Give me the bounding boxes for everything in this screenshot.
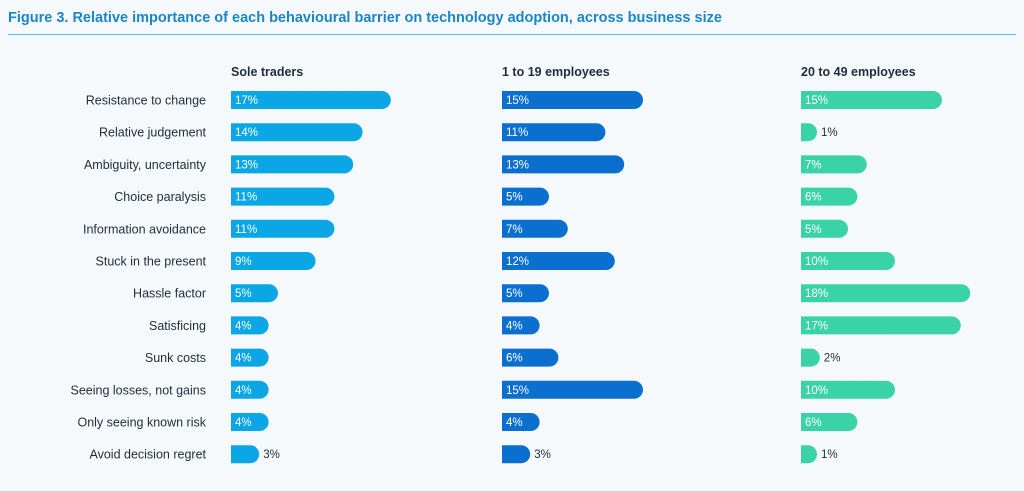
data-label: 5% xyxy=(506,192,523,204)
bar xyxy=(502,413,540,431)
data-label: 4% xyxy=(235,417,252,429)
bar xyxy=(231,219,335,238)
bar xyxy=(231,91,391,109)
data-label: 10% xyxy=(805,385,828,397)
data-label: 10% xyxy=(805,256,828,268)
bar xyxy=(502,219,568,238)
bar xyxy=(502,445,531,464)
data-label: 4% xyxy=(506,320,523,332)
bar xyxy=(502,252,615,270)
bar xyxy=(502,380,643,399)
data-label: 4% xyxy=(235,385,252,397)
data-label: 15% xyxy=(805,95,828,107)
data-label: 13% xyxy=(235,159,258,171)
bar xyxy=(801,91,942,109)
data-label: 14% xyxy=(235,127,258,139)
bar xyxy=(502,187,549,206)
data-label: 6% xyxy=(805,417,822,429)
data-label: 12% xyxy=(506,256,529,268)
chart-title: Figure 3. Relative importance of each be… xyxy=(8,10,722,26)
bar xyxy=(231,284,278,303)
data-label: 7% xyxy=(506,224,523,236)
bar xyxy=(801,284,971,303)
category-label: Avoid decision regret xyxy=(89,448,206,462)
bar xyxy=(502,91,643,109)
category-label: Choice paralysis xyxy=(114,190,206,204)
bar xyxy=(801,252,895,270)
bar xyxy=(231,252,316,270)
data-label: 7% xyxy=(805,159,822,171)
series-header: Sole traders xyxy=(231,65,303,79)
title-divider xyxy=(8,34,1016,35)
data-label: 17% xyxy=(235,95,258,107)
data-label: 4% xyxy=(235,320,252,332)
bar xyxy=(231,316,269,335)
data-label: 3% xyxy=(534,449,551,461)
data-label: 18% xyxy=(805,288,828,300)
data-label: 1% xyxy=(821,449,838,461)
category-label: Hassle factor xyxy=(133,287,206,301)
category-label: Ambiguity, uncertainty xyxy=(84,158,207,172)
data-label: 6% xyxy=(506,353,523,365)
category-label: Stuck in the present xyxy=(96,255,207,269)
data-label: 4% xyxy=(506,417,523,429)
bar xyxy=(801,348,820,367)
series-header: 1 to 19 employees xyxy=(502,65,610,79)
bar xyxy=(801,155,867,174)
bar xyxy=(231,413,269,431)
series-header: 20 to 49 employees xyxy=(801,65,916,79)
bar xyxy=(231,348,269,367)
bar xyxy=(231,155,354,174)
category-label: Sunk costs xyxy=(145,351,206,365)
data-label: 15% xyxy=(506,385,529,397)
data-label: 15% xyxy=(506,95,529,107)
category-label: Only seeing known risk xyxy=(77,416,206,430)
data-label: 5% xyxy=(235,288,252,300)
data-label: 13% xyxy=(506,159,529,171)
bar xyxy=(231,187,335,206)
data-label: 1% xyxy=(821,127,838,139)
bar xyxy=(502,316,540,335)
bar xyxy=(801,123,817,142)
bar xyxy=(801,219,848,238)
bar xyxy=(231,123,363,142)
data-label: 11% xyxy=(235,224,257,236)
bar xyxy=(801,445,817,464)
bar xyxy=(801,187,858,206)
category-label: Information avoidance xyxy=(83,222,206,236)
data-label: 11% xyxy=(235,192,257,204)
data-label: 5% xyxy=(506,288,523,300)
category-label: Resistance to change xyxy=(86,94,206,108)
bar xyxy=(502,348,559,367)
bar xyxy=(231,380,269,399)
data-label: 17% xyxy=(805,320,828,332)
bar xyxy=(231,445,260,464)
data-label: 5% xyxy=(805,224,822,236)
data-label: 3% xyxy=(263,449,280,461)
category-label: Relative judgement xyxy=(99,126,207,140)
data-label: 11% xyxy=(506,127,528,139)
bar xyxy=(801,316,961,335)
bar xyxy=(801,380,895,399)
data-label: 2% xyxy=(824,353,841,365)
bar xyxy=(502,123,606,142)
data-label: 6% xyxy=(805,192,822,204)
category-label: Seeing losses, not gains xyxy=(70,383,206,397)
bar xyxy=(502,284,549,303)
category-label: Satisficing xyxy=(149,319,206,333)
bar xyxy=(801,413,858,431)
bar xyxy=(502,155,625,174)
data-label: 9% xyxy=(235,256,252,268)
data-label: 4% xyxy=(235,353,252,365)
